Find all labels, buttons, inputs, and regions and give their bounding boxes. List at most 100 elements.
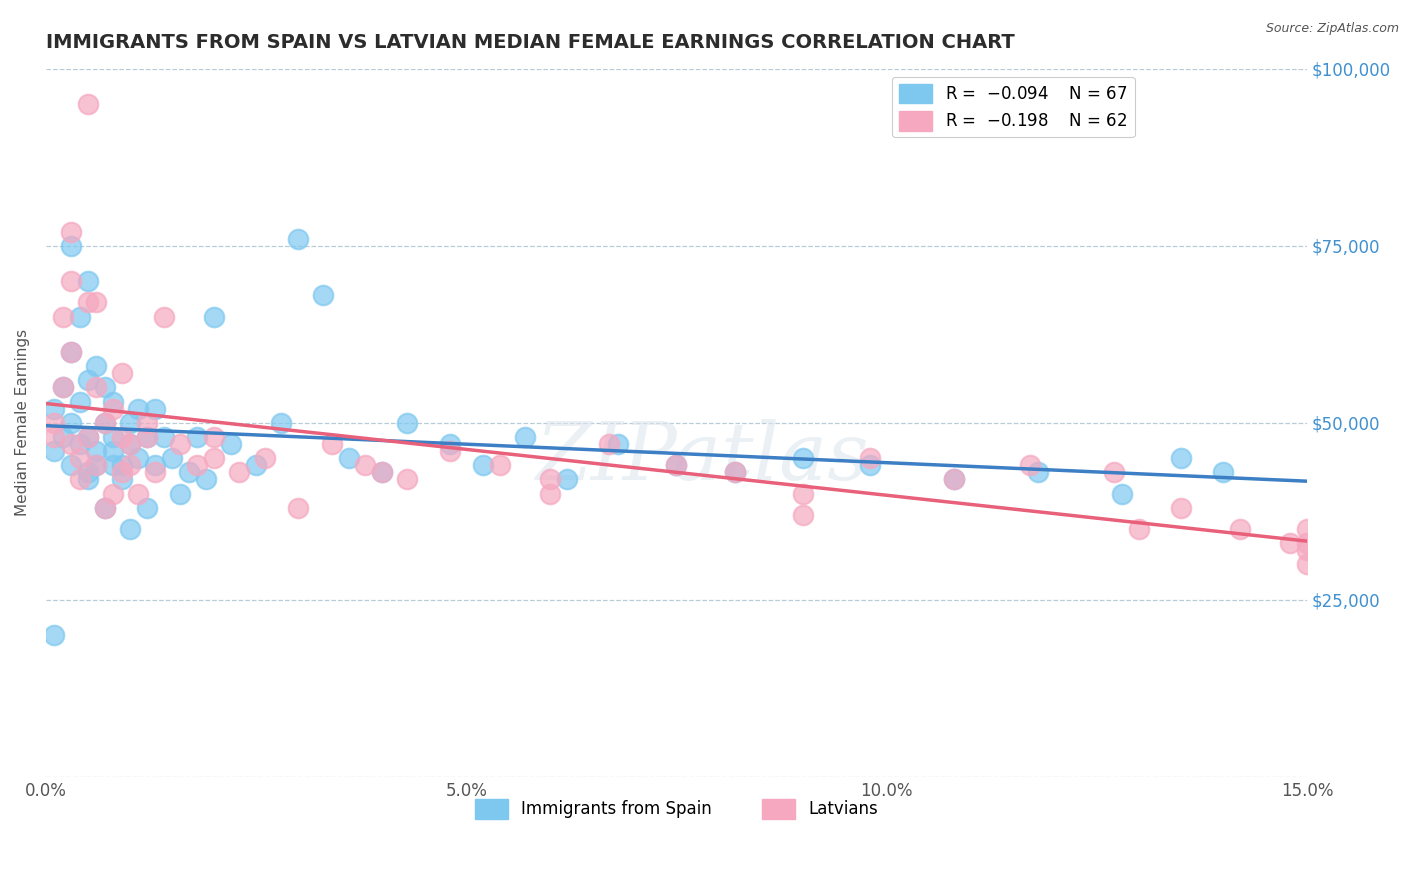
Point [60, 437, 83, 451]
Point [219, 437, 242, 451]
Point [396, 472, 419, 486]
Point [1102, 466, 1125, 480]
Point [1128, 522, 1150, 536]
Point [321, 437, 343, 451]
Point [1170, 451, 1192, 466]
Point [169, 486, 191, 500]
Point [60, 416, 83, 430]
Point [94, 500, 117, 515]
Point [127, 486, 149, 500]
Point [52, 430, 75, 444]
Point [127, 451, 149, 466]
Point [86, 380, 108, 394]
Point [60, 345, 83, 359]
Point [69, 394, 91, 409]
Point [859, 451, 882, 466]
Point [439, 437, 461, 451]
Point [94, 416, 117, 430]
Point [52, 380, 75, 394]
Point [1229, 522, 1251, 536]
Point [942, 472, 965, 486]
Point [337, 451, 360, 466]
Text: IMMIGRANTS FROM SPAIN VS LATVIAN MEDIAN FEMALE EARNINGS CORRELATION CHART: IMMIGRANTS FROM SPAIN VS LATVIAN MEDIAN … [46, 33, 1015, 52]
Point [118, 437, 141, 451]
Point [135, 430, 157, 444]
Point [538, 486, 561, 500]
Point [724, 466, 747, 480]
Point [111, 366, 134, 380]
Point [77, 295, 100, 310]
Point [270, 416, 292, 430]
Point [60, 274, 83, 288]
Point [77, 373, 100, 387]
Point [152, 430, 174, 444]
Point [1296, 536, 1319, 550]
Point [86, 359, 108, 373]
Point [942, 472, 965, 486]
Point [118, 522, 141, 536]
Point [77, 466, 100, 480]
Point [439, 444, 461, 458]
Point [1111, 486, 1133, 500]
Point [186, 458, 208, 473]
Point [859, 458, 882, 473]
Point [202, 451, 225, 466]
Point [103, 394, 125, 409]
Point [152, 310, 174, 324]
Point [44, 416, 66, 430]
Point [538, 472, 561, 486]
Point [371, 466, 394, 480]
Point [111, 472, 134, 486]
Point [103, 458, 125, 473]
Point [52, 310, 75, 324]
Point [287, 500, 309, 515]
Point [103, 430, 125, 444]
Point [792, 508, 814, 522]
Point [118, 416, 141, 430]
Point [245, 458, 267, 473]
Point [792, 486, 814, 500]
Point [228, 466, 250, 480]
Point [312, 288, 335, 302]
Point [135, 430, 157, 444]
Point [52, 380, 75, 394]
Point [371, 466, 394, 480]
Point [77, 274, 100, 288]
Point [60, 225, 83, 239]
Point [60, 238, 83, 252]
Point [1026, 466, 1049, 480]
Point [69, 451, 91, 466]
Text: ZIPatlas: ZIPatlas [534, 419, 869, 497]
Point [598, 437, 620, 451]
Point [396, 416, 419, 430]
Point [606, 437, 628, 451]
Point [515, 430, 537, 444]
Legend: Immigrants from Spain, Latvians: Immigrants from Spain, Latvians [468, 793, 884, 825]
Point [111, 458, 134, 473]
Point [77, 430, 100, 444]
Point [160, 451, 183, 466]
Point [169, 437, 191, 451]
Point [94, 380, 117, 394]
Point [86, 444, 108, 458]
Point [44, 430, 66, 444]
Point [354, 458, 377, 473]
Point [94, 500, 117, 515]
Point [202, 310, 225, 324]
Point [177, 466, 200, 480]
Point [44, 628, 66, 642]
Point [724, 466, 747, 480]
Point [143, 458, 166, 473]
Point [143, 401, 166, 416]
Point [111, 430, 134, 444]
Point [665, 458, 688, 473]
Point [202, 430, 225, 444]
Point [143, 466, 166, 480]
Text: Source: ZipAtlas.com: Source: ZipAtlas.com [1265, 22, 1399, 36]
Point [60, 345, 83, 359]
Point [194, 472, 217, 486]
Point [86, 295, 108, 310]
Point [472, 458, 495, 473]
Point [44, 444, 66, 458]
Point [489, 458, 512, 473]
